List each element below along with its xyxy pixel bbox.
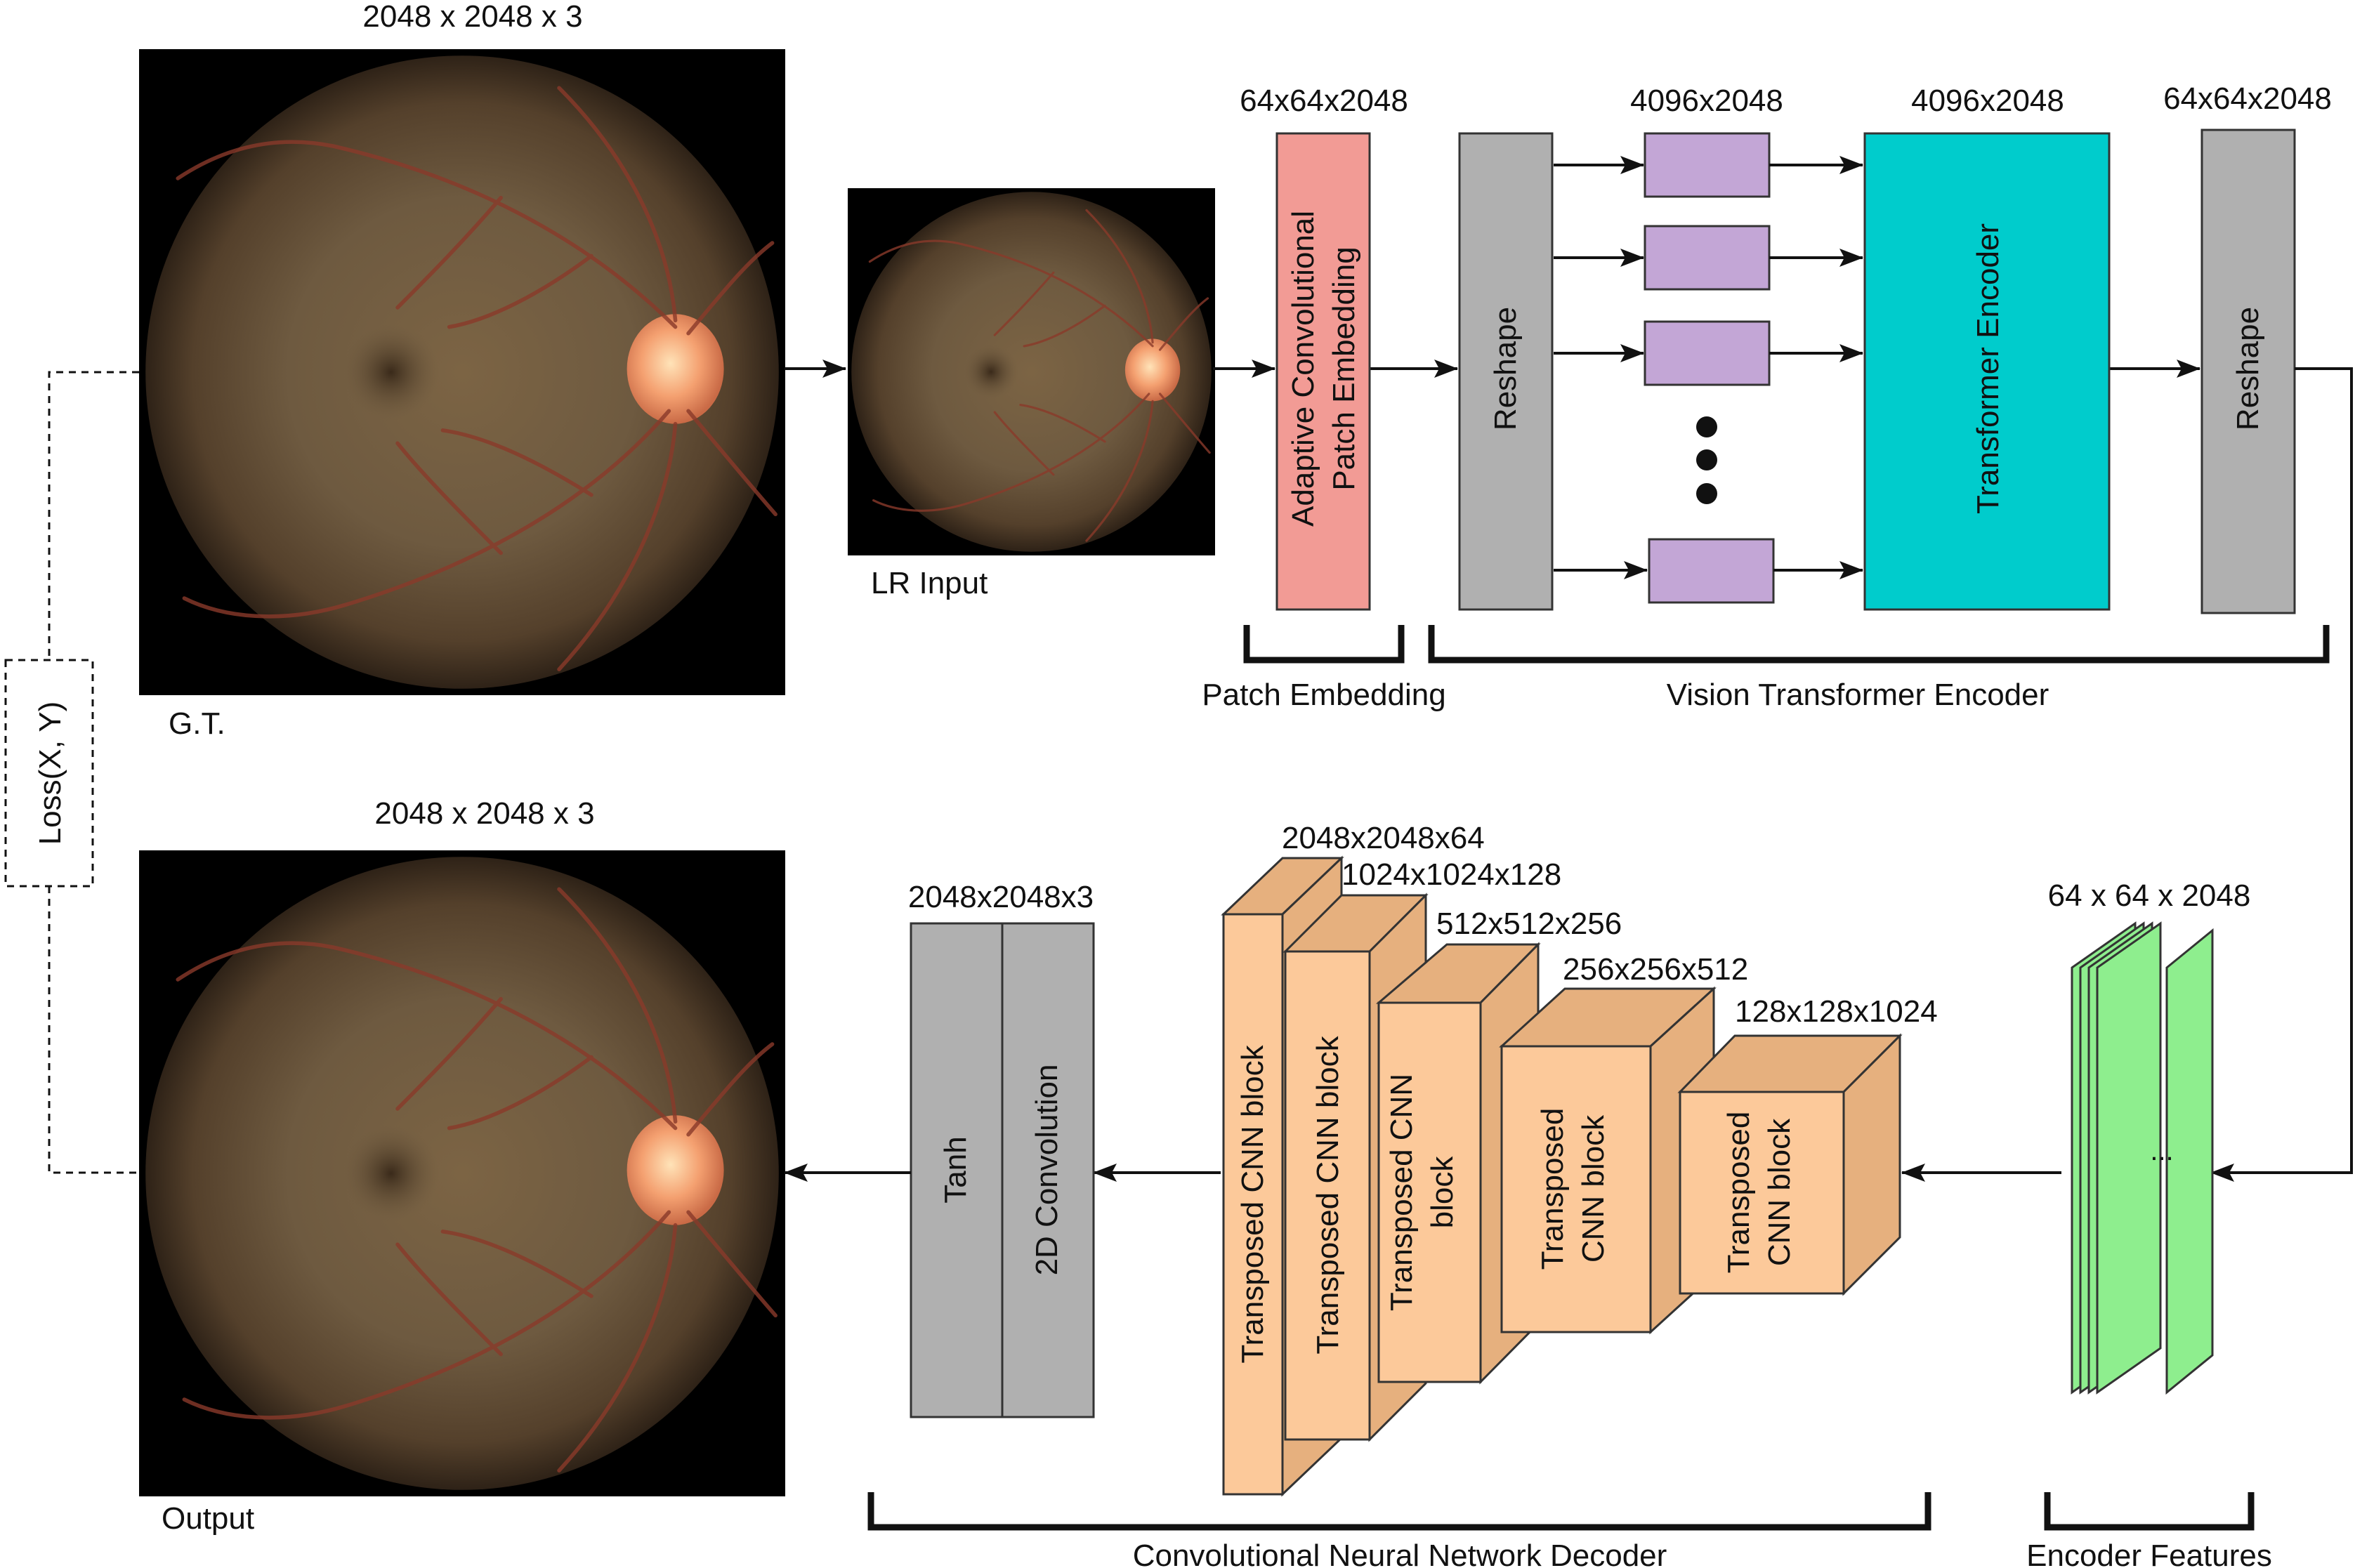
decoder-block-5-label-line1: Transposed [1721,1112,1756,1274]
transformer-dim: 4096x2048 [1911,84,2064,118]
decoder-block-1-dim: 2048x2048x64 [1282,821,1485,855]
output-head-dim: 2048x2048x3 [908,880,1094,914]
tanh-label: Tanh [938,1136,973,1203]
decoder-blocks [1221,855,1903,1497]
patch-embedding-group-label: Patch Embedding [1202,678,1445,712]
patch-embedding-bracket [1243,625,1405,664]
gt-image [139,49,785,695]
decoder-block-5-label-line2: CNN block [1762,1118,1797,1266]
decoder-block-1-label: Transposed CNN block [1235,1044,1270,1363]
token-block [1644,225,1771,291]
token-block [1644,320,1771,386]
encoder-features-bracket [2044,1492,2255,1531]
patch-embed-label-line2: Patch Embedding [1327,246,1361,490]
token-arrows-in [1554,156,1648,579]
decoder-block-4-label-line1: Transposed [1535,1108,1570,1270]
patch-embed-block [1275,132,1371,611]
decoder-block-2-dim: 1024x1024x128 [1342,857,1561,892]
conv2d-label: 2D Convolution [1030,1065,1064,1276]
vit-encoder-bracket [1428,625,2330,664]
conv2d-block [1001,922,1095,1418]
patch-embed-label-line1: Adaptive Convolutional [1286,211,1320,527]
decoder-block-3-label-line1: Transposed CNN [1384,1074,1419,1311]
reshape-in-block [1458,132,1554,611]
decoder-block-4-label-line2: CNN block [1576,1114,1611,1263]
decoder-block-5-dim: 128x128x1024 [1735,994,1938,1029]
decoder-block-5 [1677,1033,1903,1296]
token-arrows-out [1769,156,1863,579]
feature-map [2165,928,2214,1395]
decoder-block-4-dim: 256x256x512 [1563,952,1748,987]
transformer-block [1863,132,2111,611]
reshape-in-label: Reshape [1488,307,1523,430]
feature-map [2096,921,2162,1395]
token-block [1648,538,1775,604]
feature-maps [2071,921,2214,1395]
token-blocks [1644,132,1775,604]
output-size-label: 2048 x 2048 x 3 [374,796,594,831]
encoder-to-features-line [2210,367,2353,1182]
features-dim: 64 x 64 x 2048 [2048,878,2251,913]
patch-embed-dim: 64x64x2048 [1240,84,1408,118]
loss-connector [4,371,139,1174]
decoder-block-3-dim: 512x512x256 [1436,907,1622,941]
decoder-block-2-label: Transposed CNN block [1311,1035,1345,1354]
reshape-out-block [2200,129,2296,614]
output-caption: Output [162,1501,254,1536]
tokens-dim: 4096x2048 [1630,84,1783,118]
gt-size-label: 2048 x 2048 x 3 [362,0,582,34]
vit-encoder-group-label: Vision Transformer Encoder [1667,678,2049,712]
cnn-decoder-bracket [867,1492,1931,1531]
decoder-block-3-label-line2: block [1425,1156,1459,1229]
cnn-decoder-group-label: Convolutional Neural Network Decoder [1133,1539,1667,1568]
token-ellipsis [1696,416,1717,504]
features-ellipsis: ... [2150,1135,2173,1166]
lr-input-image [846,187,1216,557]
loss-label: Loss(X, Y) [33,701,67,845]
reshape-out-dim: 64x64x2048 [2163,81,2332,116]
gt-caption: G.T. [169,706,225,741]
transformer-label: Transformer Encoder [1971,223,2005,514]
token-block [1644,132,1771,198]
encoder-features-group-label: Encoder Features [2026,1539,2272,1568]
output-image [139,850,785,1496]
lr-input-caption: LR Input [871,566,988,600]
reshape-out-label: Reshape [2231,307,2265,430]
